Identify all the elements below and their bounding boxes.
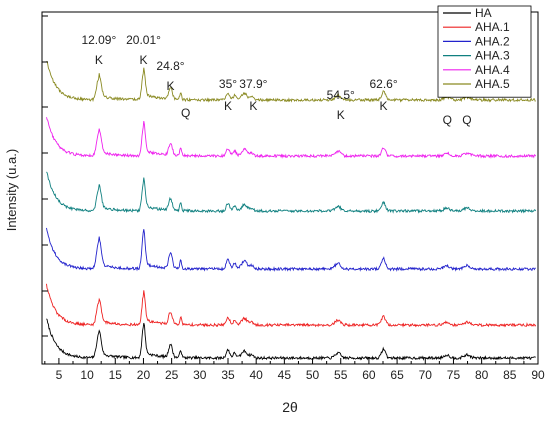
legend-entry: AHA.2 (475, 34, 510, 48)
legend-entry: AHA.3 (475, 49, 510, 63)
peak-angle-label: 35° (219, 77, 237, 91)
peak-phase-label: K (224, 99, 232, 113)
series-line-aha-3 (46, 171, 537, 214)
peak-angle-label: 54.5° (327, 88, 355, 102)
x-tick-label: 15 (109, 368, 123, 382)
peak-angle-label: 20.01° (126, 33, 161, 47)
peak-phase-label: K (167, 79, 175, 93)
x-tick-label: 20 (137, 368, 151, 382)
peak-phase-label: K (380, 99, 388, 113)
peak-angle-label: 24.8° (156, 59, 184, 73)
series-line-ha (46, 318, 536, 361)
x-tick-label: 10 (80, 368, 94, 382)
x-tick-label: 50 (306, 368, 320, 382)
x-tick-label: 60 (362, 368, 376, 382)
peak-phase-label: Q (462, 113, 471, 127)
legend-entry: AHA.4 (475, 63, 510, 77)
plot-frame (41, 11, 539, 365)
x-tick-label: 5 (56, 368, 63, 382)
peak-angle-label: 62.6° (369, 77, 397, 91)
legend-entry: AHA.1 (475, 20, 510, 34)
x-tick-label: 65 (390, 368, 404, 382)
peak-angle-label: 37.9° (239, 77, 267, 91)
peak-phase-label: Q (443, 113, 452, 127)
x-tick-label: 40 (250, 368, 264, 382)
peak-phase-label: K (95, 53, 103, 67)
peak-annotations: 12.09°K20.01°K 24.8°KQ35°K37.9°K54.5°K62.… (81, 33, 471, 127)
legend-entry: AHA.5 (475, 77, 510, 91)
x-tick-label: 85 (503, 368, 517, 382)
x-tick-label: 35 (221, 368, 235, 382)
peak-phase-label: Q (181, 106, 190, 120)
axis-ticks: 5 10 15 20 25 30 35 40 45 50 55 60 65 70 75 80 85 90 (42, 15, 545, 382)
series-line-aha-4 (46, 117, 537, 159)
series-line-aha-5 (46, 60, 536, 103)
series-line-aha-1 (46, 283, 537, 328)
peak-phase-label: K (337, 108, 345, 122)
legend-entry: HA (475, 6, 492, 20)
x-tick-label: 45 (278, 368, 292, 382)
series-layer (46, 60, 537, 361)
legend-box (437, 5, 532, 98)
y-axis-label: Intensity (u.a.) (4, 149, 19, 231)
x-axis-label: 2θ (282, 399, 298, 415)
x-tick-label: 90 (531, 368, 545, 382)
peak-phase-label: K (249, 99, 257, 113)
x-tick-label: 55 (334, 368, 348, 382)
x-tick-label: 75 (447, 368, 461, 382)
peak-phase-label: K (140, 53, 148, 67)
x-tick-label: 80 (475, 368, 489, 382)
x-tick-label: 30 (193, 368, 207, 382)
x-tick-label: 70 (419, 368, 433, 382)
series-line-aha-2 (46, 227, 536, 272)
x-tick-label: 25 (165, 368, 179, 382)
peak-angle-label: 12.09° (81, 33, 116, 47)
